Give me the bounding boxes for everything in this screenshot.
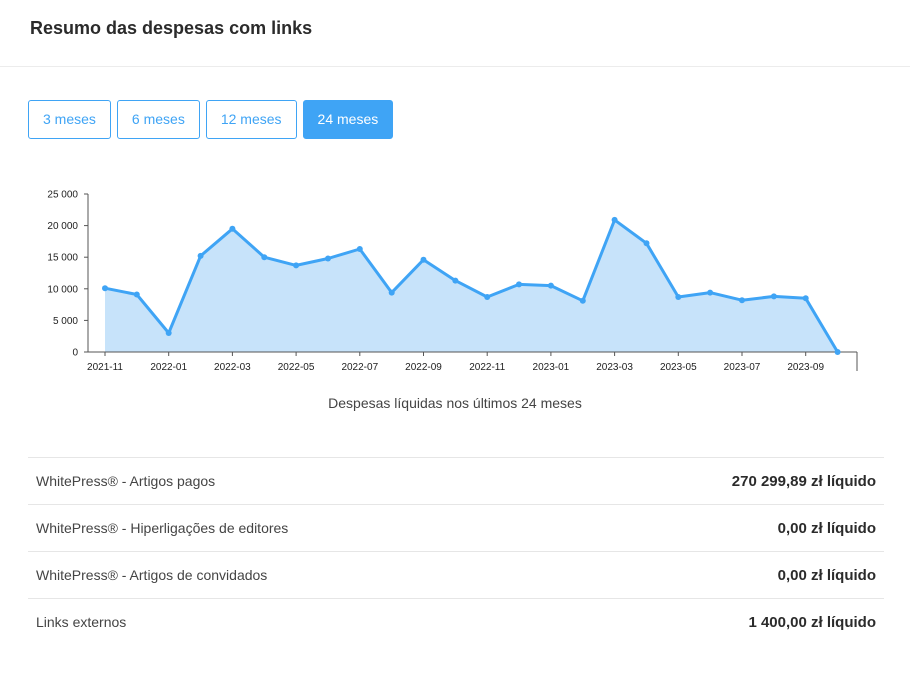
y-tick-label: 5 000 (53, 316, 78, 327)
x-tick-label: 2022-07 (341, 362, 378, 373)
data-point (165, 330, 172, 336)
summary-value: 270 299,89 zł líquido (731, 472, 876, 490)
y-tick-label: 25 000 (47, 190, 78, 201)
series-line (104, 218, 839, 353)
tab-3-months[interactable]: 3 meses (28, 100, 111, 139)
data-point (547, 282, 554, 289)
data-point (611, 216, 618, 223)
summary-row-publisher-links: WhitePress® - Hiperligações de editores … (28, 504, 884, 551)
y-tick-label: 10 000 (47, 284, 78, 295)
data-point (802, 295, 809, 302)
page-title: Resumo das despesas com links (30, 18, 313, 38)
data-point (293, 262, 300, 269)
summary-label: WhitePress® - Artigos de convidados (36, 567, 268, 583)
summary-value: 1 400,00 zł líquido (748, 613, 876, 631)
data-point (579, 297, 586, 304)
data-point (707, 289, 714, 296)
data-point (388, 289, 395, 296)
data-point (261, 254, 268, 261)
data-point (834, 349, 841, 355)
data-point (770, 293, 777, 300)
data-point (325, 255, 331, 262)
series-area (105, 219, 838, 352)
expenses-chart: 0 5 000 10 000 15 000 20 000 25 000 2021-11 202… (47, 190, 858, 373)
period-tabs: 3 meses 6 meses 12 meses 24 meses (28, 100, 394, 139)
x-tick-label: 2023-07 (724, 362, 761, 373)
x-tick-label: 2023-05 (660, 362, 697, 373)
x-tick-label: 2023-01 (533, 362, 570, 373)
chart-caption: Despesas líquidas nos últimos 24 meses (328, 395, 582, 411)
data-point (452, 277, 459, 284)
x-tick-label: 2021-11 (87, 362, 123, 373)
y-tick-label: 20 000 (47, 221, 78, 232)
summary-row-external-links: Links externos 1 400,00 zł líquido (28, 598, 884, 645)
x-tick-label: 2022-05 (278, 362, 315, 373)
y-tick-label: 0 (72, 348, 78, 359)
data-point (516, 281, 522, 288)
x-tick-label: 2022-09 (405, 362, 442, 373)
card-header: Resumo das despesas com links (0, 0, 910, 67)
summary-row-guest-articles: WhitePress® - Artigos de convidados 0,00… (28, 551, 884, 598)
summary-label: WhitePress® - Artigos pagos (36, 473, 216, 489)
x-tick-label: 2022-01 (150, 362, 187, 373)
data-point (484, 294, 491, 300)
y-tick-label: 15 000 (47, 253, 78, 264)
tab-24-months[interactable]: 24 meses (302, 100, 394, 139)
data-point (133, 291, 140, 298)
data-point (356, 246, 363, 252)
data-point (643, 240, 650, 247)
summary-row-paid-articles: WhitePress® - Artigos pagos 270 299,89 z… (28, 457, 884, 504)
x-tick-label: 2023-09 (787, 362, 824, 373)
x-tick-label: 2022-03 (214, 362, 251, 373)
tab-12-months[interactable]: 12 meses (205, 100, 297, 139)
data-point (229, 225, 236, 232)
summary-label: Links externos (36, 614, 127, 630)
data-point (675, 294, 682, 300)
summary-value: 0,00 zł líquido (777, 519, 876, 537)
summary-table: WhitePress® - Artigos pagos 270 299,89 z… (28, 457, 884, 645)
summary-label: WhitePress® - Hiperligações de editores (36, 520, 289, 536)
x-tick-label: 2022-11 (469, 362, 505, 373)
summary-value: 0,00 zł líquido (777, 566, 876, 584)
data-point (197, 252, 204, 259)
tab-6-months[interactable]: 6 meses (116, 100, 200, 139)
data-point (420, 256, 427, 263)
data-point (102, 285, 108, 292)
x-tick-label: 2023-03 (596, 362, 633, 373)
data-point (739, 297, 745, 304)
